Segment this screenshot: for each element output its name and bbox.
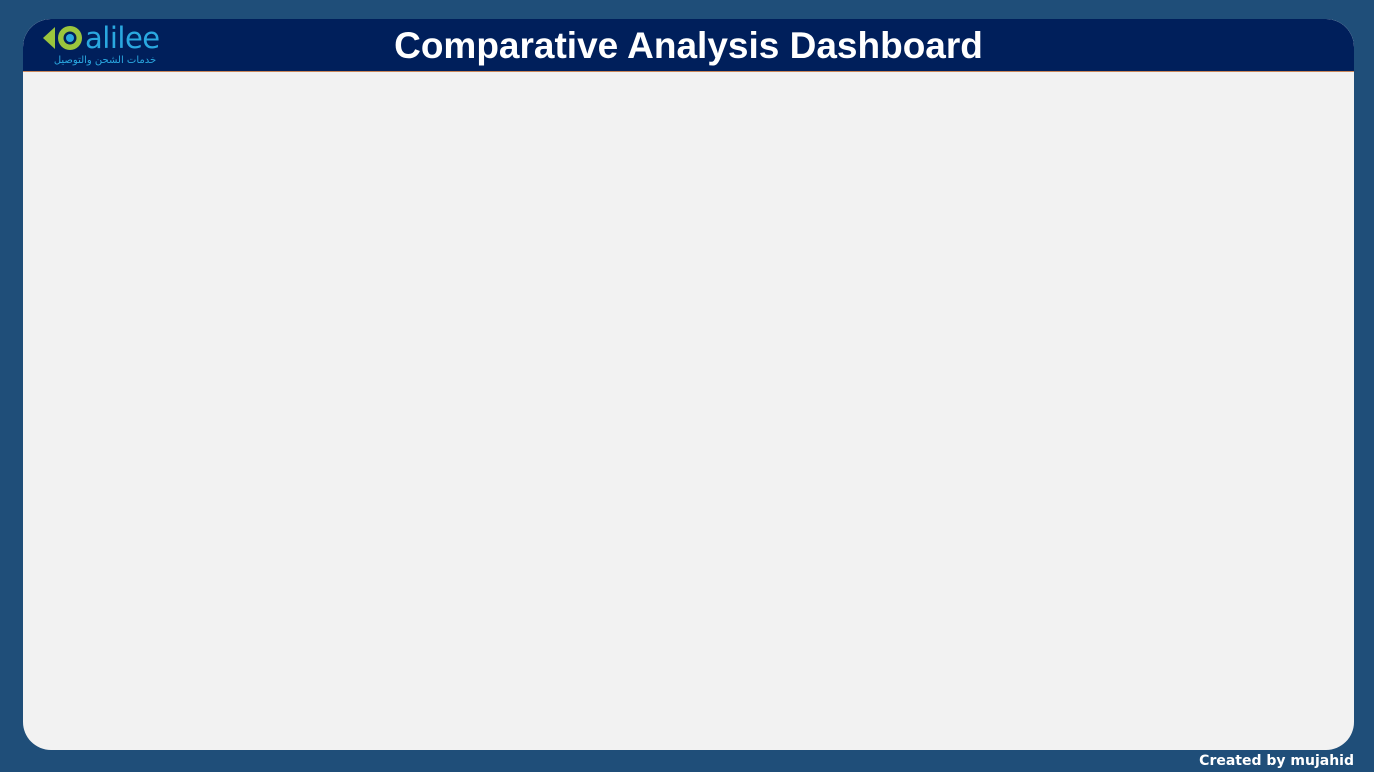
page-title: Comparative Analysis Dashboard	[394, 25, 983, 66]
dashboard-content-area	[23, 72, 1354, 750]
logo-tagline: خدمات الشحن والتوصيل	[53, 55, 157, 66]
dalilee-logo-mark-icon	[43, 26, 82, 50]
logo: alilee خدمات الشحن والتوصيل	[43, 21, 163, 69]
logo-wordmark: alilee	[85, 21, 160, 55]
author-credit: Created by mujahid	[1199, 753, 1354, 769]
dashboard-canvas: alilee خدمات الشحن والتوصيل Comparative …	[23, 19, 1354, 750]
dashboard-header: alilee خدمات الشحن والتوصيل Comparative …	[23, 19, 1354, 72]
